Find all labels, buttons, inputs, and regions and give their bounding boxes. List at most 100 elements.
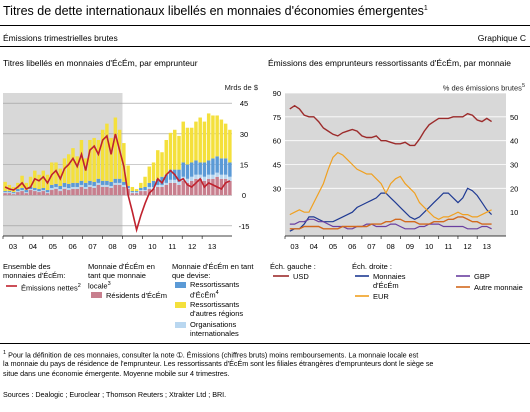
left-stacked-bar (54, 183, 58, 187)
left-stacked-bar (194, 178, 198, 196)
left-stacked-bar (151, 180, 156, 187)
left-stacked-bar (96, 182, 101, 185)
left-stacked-bar (33, 191, 37, 196)
right-xtick-label: 12 (463, 242, 471, 251)
left-stacked-bar (58, 189, 62, 192)
left-stacked-bar (92, 137, 96, 182)
left-stacked-bar (228, 129, 232, 163)
left-stacked-bar (177, 169, 181, 182)
left-stacked-bar (143, 186, 147, 191)
legend-other-nationals-swatch (175, 302, 186, 308)
legend-right-scale-title: Éch. droite : (352, 262, 393, 271)
left-stacked-bar (100, 180, 105, 185)
left-stacked-bar (219, 119, 224, 159)
left-stacked-bar (185, 127, 190, 165)
left-stacked-bar (28, 190, 33, 196)
legend-left-scale-title: Éch. gauche : (270, 262, 316, 271)
left-stacked-bar (185, 178, 190, 183)
left-stacked-bar (219, 158, 224, 175)
left-stacked-bar (37, 189, 41, 192)
graph-id: Graphique C (477, 33, 526, 43)
left-stacked-bar (181, 162, 185, 177)
left-stacked-bar (219, 178, 224, 196)
legend-eur-label: EUR (373, 292, 389, 301)
left-stacked-bar (134, 192, 139, 194)
left-stacked-bar (185, 164, 190, 179)
left-stacked-bar (105, 184, 109, 187)
left-stacked-bar (54, 162, 58, 184)
left-xtick-label: 06 (69, 242, 77, 251)
left-stacked-bar (96, 184, 101, 196)
left-stacked-bar (105, 186, 109, 196)
left-stacked-bar (139, 190, 143, 192)
left-stacked-bar (41, 191, 46, 196)
left-stacked-bar (215, 176, 219, 196)
left-stacked-bar (75, 189, 79, 196)
right-panel-title: Émissions des emprunteurs ressortissants… (268, 58, 512, 68)
left-stacked-bar (3, 191, 7, 193)
left-stacked-bar (117, 182, 122, 185)
left-stacked-bar (66, 154, 71, 184)
left-stacked-bar (206, 160, 211, 175)
left-stacked-bar (215, 156, 219, 173)
left-stacked-bar (92, 187, 96, 196)
right-xtick-label: 05 (329, 242, 337, 251)
legend-other-nationals-label: Ressortissants d'autres régions (190, 300, 244, 318)
legend-intl-orgs-swatch (175, 322, 186, 328)
left-stacked-bar (50, 187, 54, 191)
right-right-ytick-label: 20 (510, 184, 518, 193)
left-stacked-bar (130, 192, 135, 194)
right-right-ytick-label: 30 (510, 161, 518, 170)
left-stacked-bar (189, 176, 194, 181)
right-left-ytick-label: 30 (273, 184, 281, 193)
left-stacked-bar (33, 190, 37, 192)
right-right-ytick-label: 10 (510, 208, 518, 217)
left-stacked-bar (130, 193, 135, 196)
legend-residents-swatch (91, 292, 102, 298)
left-stacked-bar (92, 185, 96, 188)
left-ytick-label: 0 (242, 191, 246, 200)
left-stacked-bar (173, 179, 177, 183)
right-left-ytick-label: 90 (273, 89, 281, 98)
right-right-ytick-label: 50 (510, 113, 518, 122)
right-xtick-label: 03 (290, 242, 298, 251)
left-stacked-bar (88, 180, 92, 185)
legend-intl-orgs-label: Organisations internationales (190, 320, 239, 338)
left-stacked-bar (198, 174, 202, 179)
left-stacked-bar (24, 182, 29, 191)
left-stacked-bar (164, 184, 169, 196)
left-ytick-label: 15 (240, 161, 248, 170)
left-stacked-bar (105, 180, 109, 185)
left-xtick-label: 05 (49, 242, 57, 251)
left-stacked-bar (194, 121, 198, 161)
left-stacked-bar (41, 190, 46, 192)
left-stacked-bar (45, 190, 50, 193)
left-stacked-bar (113, 184, 118, 196)
left-xtick-label: 09 (128, 242, 136, 251)
left-stacked-bar (50, 184, 54, 188)
left-stacked-bar (126, 165, 130, 186)
left-stacked-bar (122, 184, 126, 187)
left-stacked-bar (147, 186, 152, 190)
left-stacked-bar (113, 178, 118, 183)
left-stacked-bar (160, 176, 164, 185)
left-stacked-bar (20, 190, 24, 192)
left-stacked-bar (28, 176, 33, 187)
left-stacked-bar (96, 178, 101, 183)
left-stacked-bar (71, 182, 75, 187)
left-stacked-bar (45, 192, 50, 194)
left-stacked-bar (109, 181, 113, 186)
left-stacked-bar (83, 186, 88, 190)
left-stacked-bar (211, 178, 215, 196)
left-stacked-bar (160, 186, 164, 196)
left-xtick-label: 13 (208, 242, 216, 251)
left-stacked-bar (54, 186, 58, 190)
left-stacked-bar (33, 187, 37, 191)
left-stacked-bar (211, 115, 215, 159)
left-stacked-bar (71, 186, 75, 190)
left-xtick-label: 07 (88, 242, 96, 251)
left-stacked-bar (100, 129, 105, 181)
left-stacked-bar (177, 184, 181, 196)
left-stacked-bar (202, 162, 207, 177)
left-stacked-bar (41, 170, 46, 188)
